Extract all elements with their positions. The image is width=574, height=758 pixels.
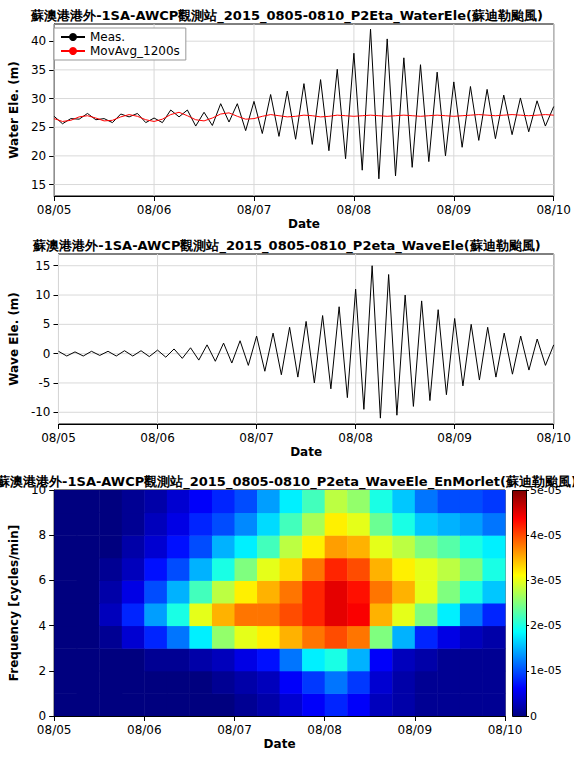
svg-text:-10: -10	[31, 405, 51, 419]
svg-text:08/10: 08/10	[536, 203, 571, 217]
svg-text:15: 15	[35, 259, 50, 273]
svg-text:6: 6	[39, 573, 47, 587]
svg-text:蘇澳港港外-1SA-AWCP觀測站_2015_0805-08: 蘇澳港港外-1SA-AWCP觀測站_2015_0805-0810_P2eta_W…	[32, 238, 540, 254]
svg-text:蘇澳港港外-1SA-AWCP觀測站_2015_0805-08: 蘇澳港港外-1SA-AWCP觀測站_2015_0805-0810_P2eta_W…	[0, 474, 574, 490]
svg-text:Frequency [cycles/min]: Frequency [cycles/min]	[7, 525, 21, 681]
svg-text:08/08: 08/08	[338, 431, 373, 445]
svg-text:30: 30	[31, 92, 46, 106]
svg-text:0: 0	[530, 710, 537, 723]
svg-text:08/07: 08/07	[239, 431, 274, 445]
svg-text:25: 25	[31, 120, 46, 134]
svg-text:Meas.: Meas.	[90, 30, 125, 44]
svg-text:5: 5	[43, 317, 51, 331]
svg-text:Water Ele. (m): Water Ele. (m)	[7, 61, 21, 159]
svg-text:1e-05: 1e-05	[530, 664, 562, 677]
svg-text:蘇澳港港外-1SA-AWCP觀測站_2015_0805-08: 蘇澳港港外-1SA-AWCP觀測站_2015_0805-0810_P2Eta_W…	[30, 8, 543, 24]
svg-text:10: 10	[35, 288, 50, 302]
svg-text:0: 0	[43, 347, 51, 361]
svg-text:08/08: 08/08	[337, 203, 372, 217]
svg-text:08/10: 08/10	[536, 431, 571, 445]
svg-text:08/09: 08/09	[398, 723, 433, 737]
svg-text:35: 35	[31, 63, 46, 77]
svg-text:08/10: 08/10	[488, 723, 523, 737]
svg-text:08/08: 08/08	[307, 723, 342, 737]
svg-text:Date: Date	[264, 737, 296, 751]
svg-text:2: 2	[39, 664, 47, 678]
svg-text:08/05: 08/05	[41, 431, 76, 445]
svg-text:3e-05: 3e-05	[530, 574, 562, 587]
svg-text:-5: -5	[39, 376, 51, 390]
svg-text:08/09: 08/09	[437, 203, 472, 217]
svg-text:08/06: 08/06	[137, 203, 172, 217]
svg-text:15: 15	[31, 178, 46, 192]
svg-text:MovAvg_1200s: MovAvg_1200s	[90, 44, 180, 58]
svg-text:0: 0	[39, 709, 47, 723]
svg-text:08/07: 08/07	[217, 723, 252, 737]
svg-text:5e-05: 5e-05	[530, 483, 562, 497]
svg-text:08/09: 08/09	[437, 431, 472, 445]
svg-text:Date: Date	[288, 217, 320, 231]
svg-text:4: 4	[39, 619, 47, 633]
svg-text:08/05: 08/05	[37, 723, 72, 737]
svg-text:Date: Date	[290, 445, 322, 459]
svg-text:8: 8	[39, 528, 47, 542]
svg-text:08/07: 08/07	[237, 203, 272, 217]
svg-text:08/06: 08/06	[140, 431, 175, 445]
svg-text:20: 20	[31, 149, 46, 163]
svg-text:2e-05: 2e-05	[530, 619, 562, 632]
svg-text:40: 40	[31, 34, 46, 48]
svg-text:08/05: 08/05	[37, 203, 72, 217]
svg-text:Wave Ele. (m): Wave Ele. (m)	[7, 292, 21, 386]
svg-text:4e-05: 4e-05	[530, 529, 562, 542]
svg-text:08/06: 08/06	[127, 723, 162, 737]
